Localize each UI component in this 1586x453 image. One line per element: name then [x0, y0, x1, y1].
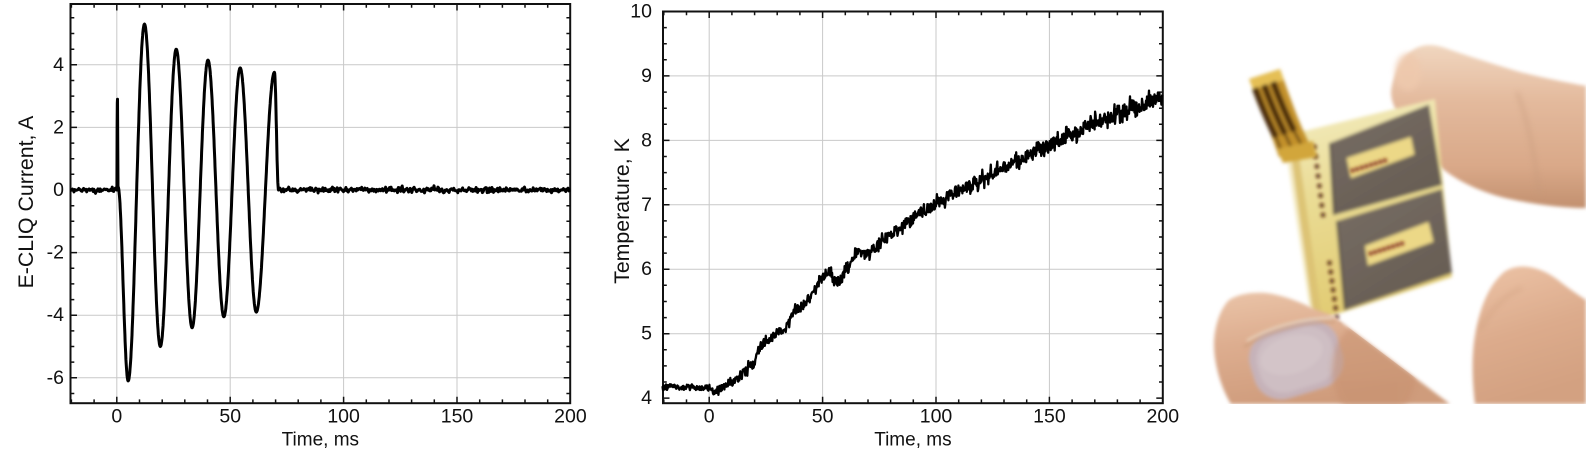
svg-text:10: 10 — [630, 1, 652, 23]
svg-text:8: 8 — [641, 129, 652, 151]
svg-text:0: 0 — [704, 406, 715, 428]
svg-text:7: 7 — [641, 194, 652, 216]
svg-text:Time, ms: Time, ms — [282, 430, 359, 451]
svg-text:E-CLIQ Current, A: E-CLIQ Current, A — [14, 115, 38, 289]
svg-text:5: 5 — [641, 323, 652, 345]
svg-text:0: 0 — [53, 179, 64, 201]
svg-text:-4: -4 — [47, 304, 64, 326]
svg-text:Temperature, K: Temperature, K — [610, 138, 634, 284]
svg-text:4: 4 — [53, 54, 64, 76]
svg-text:Time, ms: Time, ms — [874, 430, 951, 451]
svg-text:6: 6 — [641, 258, 652, 280]
svg-text:150: 150 — [1033, 406, 1066, 428]
svg-text:-2: -2 — [47, 242, 64, 264]
svg-text:200: 200 — [1147, 406, 1180, 428]
svg-text:4: 4 — [641, 387, 652, 409]
svg-text:150: 150 — [441, 406, 474, 428]
svg-text:100: 100 — [327, 406, 360, 428]
svg-text:-6: -6 — [47, 367, 64, 389]
svg-text:9: 9 — [641, 65, 652, 87]
svg-text:100: 100 — [920, 406, 953, 428]
svg-text:2: 2 — [53, 116, 64, 138]
svg-text:0: 0 — [111, 406, 122, 428]
svg-text:50: 50 — [812, 406, 834, 428]
svg-text:200: 200 — [554, 406, 587, 428]
svg-text:50: 50 — [219, 406, 241, 428]
